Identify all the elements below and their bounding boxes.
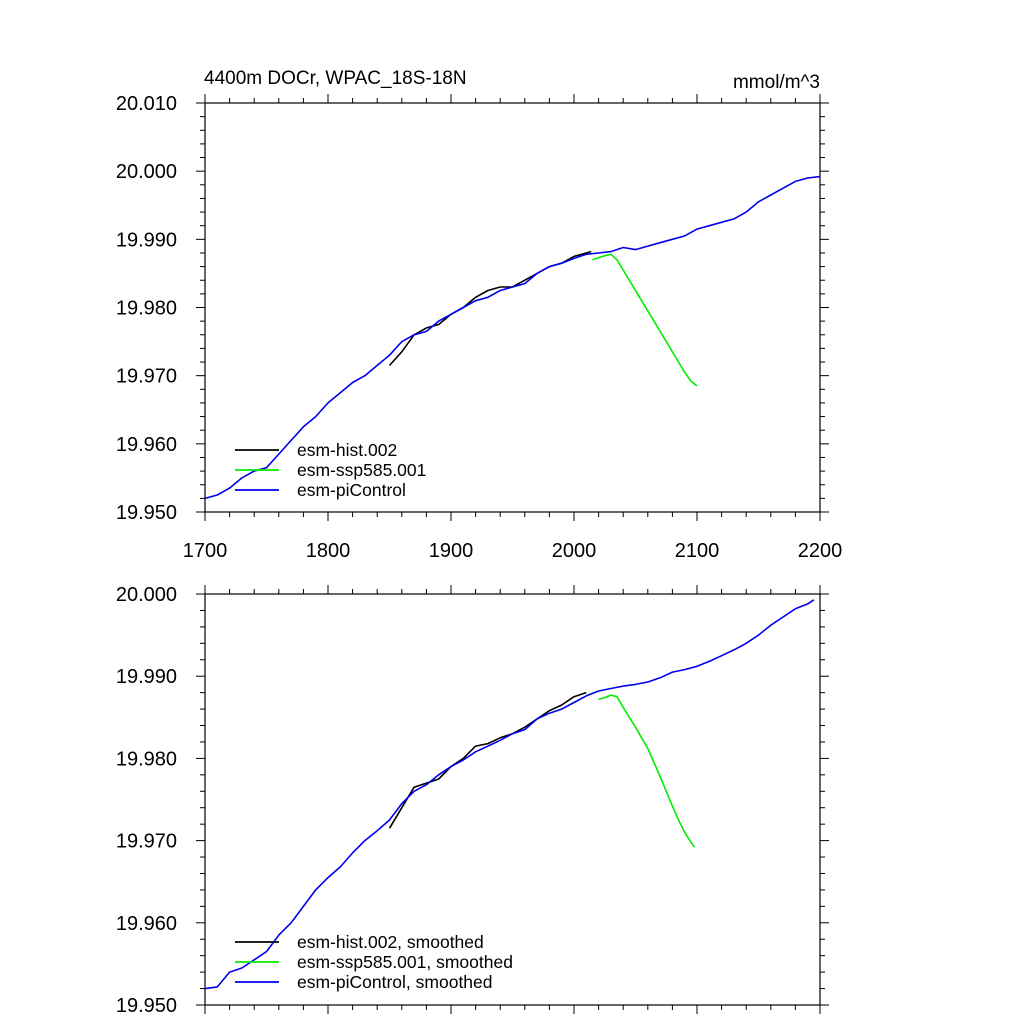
y-tick-label: 19.990 (116, 666, 177, 688)
y-tick-label: 19.970 (116, 831, 177, 853)
legend-label: esm-piControl, smoothed (297, 972, 493, 992)
series-line-3 (204, 175, 821, 500)
legend-label: esm-hist.002, smoothed (297, 932, 484, 952)
panel-top: 19.950 19.960 19.970 19.980 19.990 20.000 20.0… (116, 93, 842, 562)
units-label: mmol/m^3 (733, 72, 820, 93)
y-tick-label: 20.000 (116, 584, 177, 606)
legend-label: esm-ssp585.001 (297, 460, 426, 480)
y-tick-label: 19.990 (116, 229, 177, 251)
plot-frame (204, 593, 821, 1006)
x-tick-label: 2100 (675, 540, 720, 562)
y-tick-label: 19.950 (116, 995, 177, 1017)
x-tick-label: 1700 (183, 540, 228, 562)
y-tick-label: 19.950 (116, 502, 177, 524)
y-tick-label: 20.010 (116, 93, 177, 115)
series-line-3 (204, 599, 815, 990)
panel-bottom: 19.950 19.960 19.970 19.980 19.990 20.000 esm-… (116, 584, 829, 1017)
y-tick-label: 19.980 (116, 748, 177, 770)
x-tick-label: 1900 (429, 540, 474, 562)
series-line-2 (592, 253, 698, 387)
y-tick-label: 19.960 (116, 913, 177, 935)
series-line-1 (388, 691, 587, 829)
legend-label: esm-hist.002 (297, 440, 397, 460)
legend-label: esm-ssp585.001, smoothed (297, 952, 513, 972)
series-line-1 (388, 250, 592, 366)
y-tick-label: 19.970 (116, 366, 177, 388)
y-tick-label: 19.960 (116, 434, 177, 456)
y-tick-label: 19.980 (116, 298, 177, 320)
x-tick-label: 2000 (552, 540, 597, 562)
series-line-2 (598, 694, 696, 848)
chart-title: 4400m DOCr, WPAC_18S-18N (204, 68, 467, 89)
legend-label: esm-piControl (297, 480, 406, 500)
x-tick-label: 1800 (306, 540, 351, 562)
y-tick-label: 20.000 (116, 161, 177, 183)
x-tick-label: 2200 (798, 540, 843, 562)
